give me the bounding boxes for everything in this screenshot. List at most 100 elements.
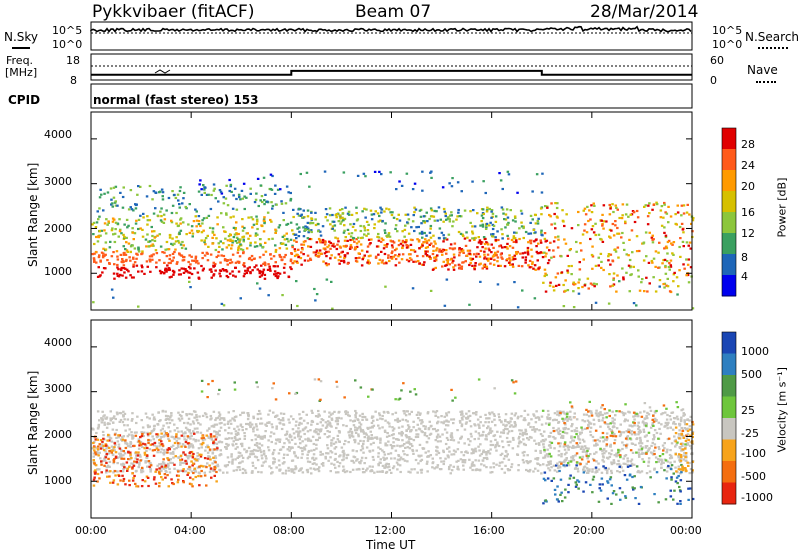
velocity-cell <box>523 450 526 454</box>
power-cell <box>222 254 226 258</box>
power-cell <box>291 262 294 265</box>
velocity-cell <box>287 469 291 472</box>
power-cell <box>225 184 228 187</box>
power-cell <box>423 261 426 264</box>
velocity-cell <box>180 434 184 437</box>
power-cell <box>194 255 198 258</box>
velocity-cell <box>127 433 131 436</box>
power-cell <box>327 244 331 247</box>
velocity-cell <box>134 470 138 473</box>
power-cell <box>655 201 658 204</box>
power-cell <box>526 251 530 254</box>
power-cell <box>309 257 312 260</box>
power-cell <box>206 252 209 255</box>
power-cell <box>362 225 366 228</box>
power-cell <box>140 264 143 267</box>
velocity-cell <box>195 416 198 419</box>
power-cell <box>182 244 185 247</box>
velocity-cell <box>187 444 191 447</box>
power-cell <box>406 213 410 216</box>
velocity-cell <box>613 439 617 442</box>
power-cell <box>302 253 305 256</box>
velocity-cell <box>491 411 494 414</box>
velocity-cell <box>583 420 587 423</box>
velocity-cell <box>306 453 309 456</box>
power-cell <box>171 252 175 255</box>
power-cell <box>664 264 667 268</box>
velocity-cell <box>288 433 292 436</box>
power-cell <box>415 226 418 229</box>
velocity-cell <box>199 475 203 478</box>
velocity-cell <box>149 443 153 446</box>
power-cell <box>254 241 257 244</box>
power-cell <box>592 202 595 205</box>
velocity-cell <box>189 432 193 435</box>
power-cell <box>126 226 129 229</box>
power-cell <box>492 246 495 249</box>
power-cell <box>438 250 441 253</box>
power-cell <box>284 253 287 257</box>
velocity-cell <box>201 414 205 417</box>
velocity-cell <box>279 419 283 422</box>
power-cell <box>307 227 310 230</box>
velocity-cell <box>227 426 231 429</box>
power-cell <box>227 244 231 247</box>
velocity-cell <box>434 411 437 414</box>
power-cell <box>135 264 139 267</box>
velocity-cell <box>141 479 144 482</box>
power-cell <box>255 245 259 248</box>
velocity-cell <box>585 413 589 416</box>
power-cell <box>301 248 304 251</box>
power-cell <box>450 211 453 214</box>
power-cell <box>663 258 667 261</box>
velocity-cell <box>146 431 149 434</box>
velocity-cell <box>606 437 609 440</box>
power-cell <box>116 255 119 258</box>
power-cell <box>195 210 198 213</box>
velocity-cell <box>213 468 216 471</box>
velocity-cell <box>621 411 625 415</box>
velocity-cell <box>321 424 325 427</box>
power-cell <box>481 225 485 228</box>
power-cell <box>160 220 164 223</box>
power-cell <box>225 212 228 215</box>
velocity-cell <box>230 432 233 435</box>
velocity-cell <box>528 435 532 439</box>
velocity-cell <box>680 426 683 430</box>
power-cell <box>290 267 293 271</box>
velocity-cell <box>452 453 456 456</box>
power-cell <box>577 292 581 295</box>
velocity-cell <box>445 412 448 415</box>
velocity-cell <box>431 457 434 460</box>
power-cell <box>370 238 373 241</box>
power-cell <box>665 245 668 248</box>
power-cell <box>582 258 585 261</box>
power-cell <box>474 264 477 267</box>
velocity-cell <box>602 456 605 459</box>
velocity-cell <box>92 428 95 431</box>
velocity-cell <box>566 446 570 449</box>
power-cell <box>100 193 103 196</box>
velocity-cell <box>179 454 183 457</box>
power-cell <box>429 224 433 228</box>
power-cell <box>280 200 283 203</box>
velocity-cell <box>572 446 575 449</box>
power-cell <box>508 254 511 257</box>
velocity-cell <box>536 469 540 472</box>
velocity-cell <box>115 411 119 414</box>
power-cell <box>453 242 457 245</box>
velocity-cell <box>563 496 567 499</box>
velocity-cell <box>310 420 314 423</box>
velocity-cell <box>194 475 197 479</box>
velocity-cell <box>369 430 372 433</box>
power-cell <box>580 249 583 252</box>
velocity-cell <box>183 435 186 438</box>
power-cell <box>411 188 415 191</box>
power-cell <box>119 228 122 231</box>
velocity-cell <box>377 452 380 455</box>
power-cell <box>435 210 438 213</box>
power-cell <box>296 261 299 264</box>
power-cell <box>346 228 350 231</box>
velocity-cell <box>571 423 574 426</box>
power-cell <box>676 211 680 214</box>
